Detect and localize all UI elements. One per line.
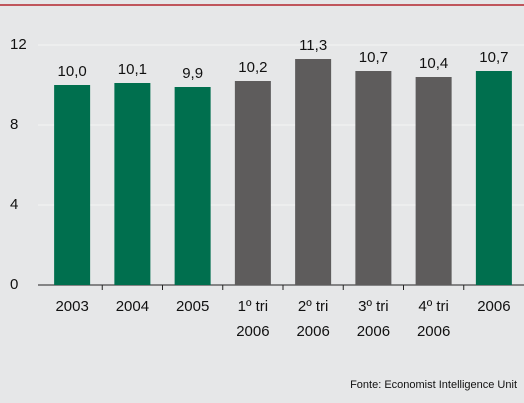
bar xyxy=(234,81,271,285)
y-tick-label: 0 xyxy=(10,276,18,293)
x-tick-label: 1º tri 2006 xyxy=(236,298,269,340)
bar xyxy=(475,71,512,285)
y-tick-label: 12 xyxy=(10,36,27,53)
value-label: 10,4 xyxy=(419,55,448,72)
value-label: 10,7 xyxy=(359,49,388,66)
x-tick-label: 4º tri 2006 xyxy=(417,298,450,340)
value-label: 9,9 xyxy=(182,65,203,82)
x-tick-label: 2º tri 2006 xyxy=(296,298,329,340)
bar xyxy=(295,59,332,285)
value-label: 10,1 xyxy=(118,61,147,78)
value-label: 10,0 xyxy=(58,63,87,80)
value-label: 11,3 xyxy=(299,37,327,54)
y-tick-label: 8 xyxy=(10,116,18,133)
x-tick-label: 3º tri 2006 xyxy=(357,298,390,340)
bar xyxy=(355,71,392,285)
x-tick-label: 2004 xyxy=(116,298,149,315)
y-tick-label: 4 xyxy=(10,196,18,213)
source-note: Fonte: Economist Intelligence Unit xyxy=(350,379,517,391)
bar xyxy=(54,85,91,285)
x-tick-label: 2006 xyxy=(477,298,510,315)
x-tick-label: 2005 xyxy=(176,298,209,315)
value-label: 10,2 xyxy=(238,59,267,76)
bar xyxy=(415,77,452,285)
value-label: 10,7 xyxy=(479,49,508,66)
bar xyxy=(174,87,211,285)
bar xyxy=(114,83,151,285)
x-tick-label: 2003 xyxy=(55,298,88,315)
